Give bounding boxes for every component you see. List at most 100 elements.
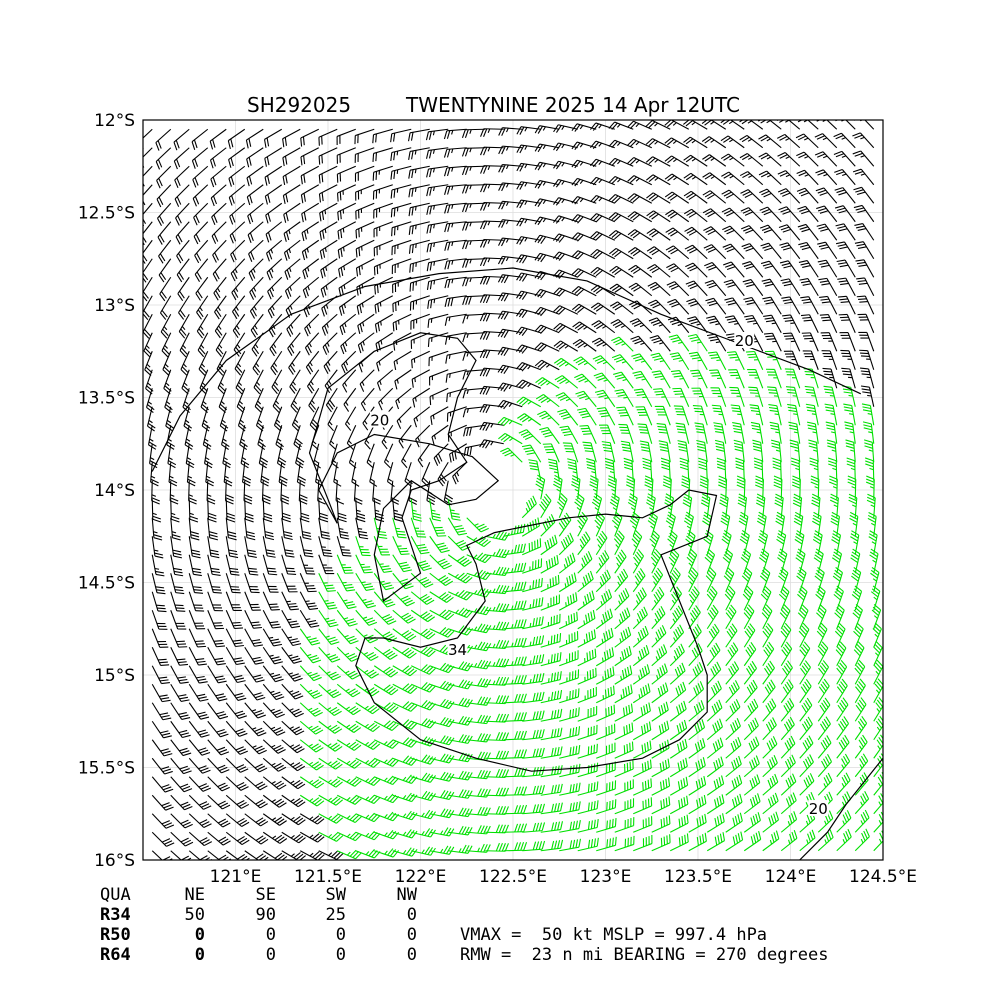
barb-half-feather [380,340,383,345]
barb-shaft [765,134,782,149]
barb-shaft [465,221,486,223]
barb-shaft [539,216,560,223]
barb-feather [497,256,503,265]
barb-shaft [862,223,875,241]
barb-shaft [845,277,856,297]
barb-feather [232,252,237,261]
wind-barb [647,264,671,278]
wind-barb [373,239,393,257]
barb-feather [409,283,412,292]
wind-barb [799,278,819,297]
barb-feather [304,249,308,259]
barb-feather [339,326,344,335]
barb-feather [340,229,343,239]
barb-feather [268,573,278,576]
barb-shaft [302,276,320,291]
wind-barb [232,313,246,338]
wind-barb [270,350,283,376]
barb-shaft [446,221,467,225]
barb-feather [501,127,506,136]
barb-feather [595,305,604,312]
wind-barb [264,165,283,186]
barb-shaft [767,206,782,223]
wind-barb [288,350,301,375]
barb-shaft [196,295,209,313]
barb-feather [359,323,363,333]
wind-barb [337,239,357,259]
barb-feather [613,338,622,344]
barb-shaft [264,165,283,178]
barb-feather [816,153,826,158]
barb-feather [227,140,231,150]
barb-half-feather [344,322,347,328]
wind-barb [462,239,486,250]
barb-feather [653,339,662,344]
barb-feather [723,209,733,215]
wind-barb [392,295,412,313]
barb-half-feather [524,219,528,224]
wind-barb [462,313,486,324]
barb-feather [390,133,393,143]
barb-feather [178,331,186,339]
wind-barb [497,310,523,320]
barb-feather [498,182,503,191]
wind-barb [249,276,264,300]
barb-feather [589,140,597,149]
barb-feather [839,298,848,301]
barb-feather [633,286,642,292]
barb-feather [516,126,522,135]
barb-feather [574,269,582,277]
wind-barb [302,258,320,280]
barb-shaft [598,320,616,334]
barb-feather [571,268,579,275]
barb-feather [409,264,412,273]
barb-half-feather [542,126,546,131]
barb-shaft [617,301,634,315]
barb-feather [393,151,396,161]
barb-feather [447,298,451,307]
barb-feather [686,246,695,252]
wind-barb [629,300,653,315]
barb-feather [854,134,863,139]
barb-feather [590,302,599,309]
barb-shaft [265,221,283,235]
barb-feather [665,227,674,233]
barb-feather [577,342,586,349]
barb-shaft [355,128,375,137]
barb-feather [341,305,345,315]
barb-shaft [391,221,412,229]
barb-feather [181,347,188,355]
wind-barb [819,295,838,315]
barb-half-feather [466,352,469,357]
barb-feather [198,328,205,336]
barb-shaft [618,336,634,352]
barb-feather [284,290,290,299]
barb-shaft [177,276,190,294]
barb-shaft [731,279,745,297]
wind-barb [534,306,560,317]
wind-barb [645,138,671,149]
barb-feather [726,211,735,217]
barb-feather [411,188,414,197]
barb-shaft [285,276,301,292]
barb-feather [590,249,598,256]
barb-shaft [655,299,671,315]
barb-feather [303,308,308,318]
barb-half-feather [617,160,621,165]
barb-feather [250,329,257,338]
barb-feather [320,288,325,298]
barb-feather [254,365,261,373]
wind-barb [648,317,671,334]
barb-shaft [692,244,708,260]
barb-feather [685,120,693,127]
barb-half-feather [469,259,472,264]
barb-feather [426,262,430,272]
barb-feather [592,196,600,204]
barb-feather [645,156,654,163]
wind-barb [778,206,801,223]
barb-feather [764,283,774,287]
barb-feather [462,333,466,343]
barb-half-feather [715,341,721,344]
barb-feather [498,237,503,246]
barb-feather [300,175,303,185]
